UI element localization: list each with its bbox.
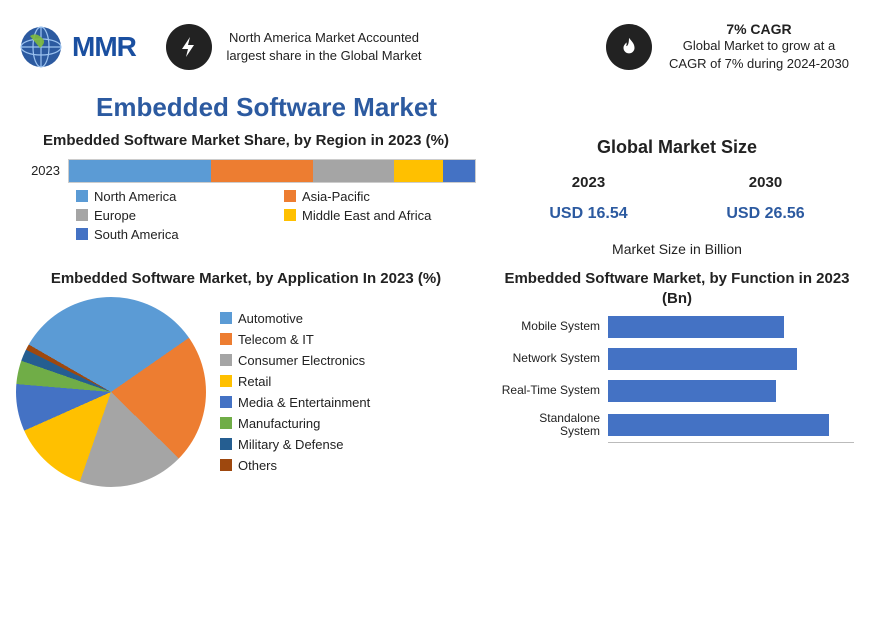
pie-legend: Automotive Telecom & IT Consumer Electroni…: [220, 311, 370, 473]
market-size-unit: Market Size in Billion: [500, 241, 854, 257]
legend-swatch: [220, 375, 232, 387]
pie-legend-item: Others: [220, 458, 370, 473]
pie-legend-item: Manufacturing: [220, 416, 370, 431]
legend-swatch: [220, 333, 232, 345]
header: MMR North America Market Accounted large…: [16, 10, 854, 84]
function-row: Network System: [500, 348, 854, 370]
legend-label: South America: [94, 227, 179, 242]
pie-legend-item: Media & Entertainment: [220, 395, 370, 410]
cagr-title: 7% CAGR: [664, 21, 854, 37]
legend-swatch: [76, 190, 88, 202]
header-left-text: North America Market Accounted largest s…: [224, 29, 424, 64]
region-chart: Embedded Software Market Share, by Regio…: [16, 131, 476, 257]
market-size-col: 2023 USD 16.54: [549, 174, 627, 223]
function-label: Standalone System: [500, 412, 600, 438]
legend-swatch: [76, 228, 88, 240]
market-size-row: 2023 USD 16.54 2030 USD 26.56: [500, 174, 854, 223]
pie-graphic: [16, 297, 206, 487]
market-size-title: Global Market Size: [500, 137, 854, 158]
region-legend-item: Middle East and Africa: [284, 208, 476, 223]
region-legend: North America Asia-Pacific Europe Middle Ea…: [76, 189, 476, 242]
header-highlight-left: North America Market Accounted largest s…: [166, 24, 424, 70]
globe-icon: [16, 22, 66, 72]
legend-label: Others: [238, 458, 277, 473]
pie-legend-item: Telecom & IT: [220, 332, 370, 347]
bolt-icon: [166, 24, 212, 70]
region-seg-1: [211, 160, 313, 182]
legend-label: Media & Entertainment: [238, 395, 370, 410]
market-value: USD 26.56: [726, 205, 804, 223]
function-bar: [608, 414, 829, 436]
legend-label: North America: [94, 189, 176, 204]
function-chart-body: Mobile System Network System Real-Time Sys…: [500, 316, 854, 438]
region-chart-title: Embedded Software Market Share, by Regio…: [16, 131, 476, 151]
legend-swatch: [220, 417, 232, 429]
market-year: 2023: [549, 174, 627, 191]
pie-legend-item: Military & Defense: [220, 437, 370, 452]
header-highlight-right: 7% CAGR Global Market to grow at a CAGR …: [606, 21, 854, 72]
function-label: Mobile System: [500, 320, 600, 333]
application-chart-title: Embedded Software Market, by Application…: [16, 269, 476, 289]
legend-swatch: [220, 312, 232, 324]
cagr-text: Global Market to grow at a CAGR of 7% du…: [664, 37, 854, 72]
region-legend-item: South America: [76, 227, 268, 242]
logo-text: MMR: [72, 31, 136, 63]
region-seg-3: [394, 160, 443, 182]
function-row: Standalone System: [500, 412, 854, 438]
legend-label: Middle East and Africa: [302, 208, 431, 223]
pie-legend-item: Consumer Electronics: [220, 353, 370, 368]
legend-swatch: [284, 209, 296, 221]
function-bar-track: [608, 316, 854, 338]
legend-swatch: [284, 190, 296, 202]
region-bar-track: [68, 159, 476, 183]
legend-swatch: [220, 438, 232, 450]
logo: MMR: [16, 17, 146, 77]
market-size-card: Global Market Size 2023 USD 16.54 2030 USD …: [500, 131, 854, 257]
function-bar-track: [608, 380, 854, 402]
legend-label: Consumer Electronics: [238, 353, 365, 368]
function-row: Mobile System: [500, 316, 854, 338]
legend-label: Asia-Pacific: [302, 189, 370, 204]
legend-swatch: [220, 396, 232, 408]
legend-label: Europe: [94, 208, 136, 223]
legend-swatch: [220, 354, 232, 366]
legend-label: Military & Defense: [238, 437, 343, 452]
region-seg-2: [313, 160, 394, 182]
market-value: USD 16.54: [549, 205, 627, 223]
market-size-col: 2030 USD 26.56: [726, 174, 804, 223]
pie-legend-item: Automotive: [220, 311, 370, 326]
legend-label: Manufacturing: [238, 416, 320, 431]
region-row-label: 2023: [16, 163, 60, 178]
function-chart-axis: [608, 442, 854, 443]
function-row: Real-Time System: [500, 380, 854, 402]
application-chart: Embedded Software Market, by Application…: [16, 269, 476, 487]
function-chart-title: Embedded Software Market, by Function in…: [500, 269, 854, 308]
legend-label: Telecom & IT: [238, 332, 314, 347]
region-legend-item: North America: [76, 189, 268, 204]
function-bar-track: [608, 348, 854, 370]
function-bar: [608, 380, 776, 402]
function-label: Network System: [500, 352, 600, 365]
legend-label: Automotive: [238, 311, 303, 326]
legend-swatch: [76, 209, 88, 221]
region-seg-4: [443, 160, 475, 182]
flame-icon: [606, 24, 652, 70]
function-bar: [608, 316, 784, 338]
region-legend-item: Asia-Pacific: [284, 189, 476, 204]
region-legend-item: Europe: [76, 208, 268, 223]
pie-legend-item: Retail: [220, 374, 370, 389]
function-bar-track: [608, 414, 854, 436]
legend-swatch: [220, 459, 232, 471]
legend-label: Retail: [238, 374, 271, 389]
function-label: Real-Time System: [500, 384, 600, 397]
page-title: Embedded Software Market: [96, 92, 854, 123]
market-year: 2030: [726, 174, 804, 191]
region-seg-0: [69, 160, 211, 182]
function-chart: Embedded Software Market, by Function in…: [500, 269, 854, 487]
function-bar: [608, 348, 797, 370]
